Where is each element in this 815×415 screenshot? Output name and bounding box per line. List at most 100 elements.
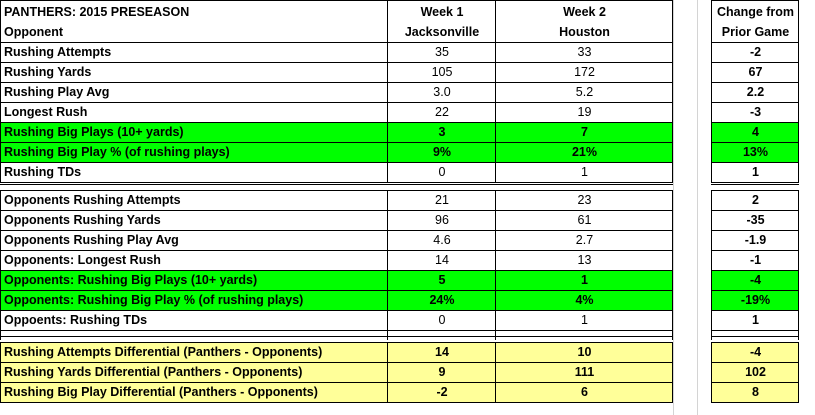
week2-value[interactable]: 2.7 (575, 233, 594, 247)
row-label[interactable]: Rushing Yards Differential (Panthers - O… (0, 362, 388, 382)
row-divider (0, 184, 673, 185)
row-label[interactable]: Rushing Attempts (4, 45, 112, 59)
week1-header[interactable]: Week 1 (420, 5, 464, 19)
week1-value[interactable]: 14 (388, 342, 496, 362)
row-divider (711, 290, 799, 291)
row-label[interactable]: Opponents Rushing Attempts (4, 193, 181, 207)
week1-value[interactable]: 9 (388, 362, 496, 382)
week1-opponent[interactable]: Jacksonville (404, 25, 480, 39)
week2-value[interactable]: 5.2 (575, 85, 594, 99)
change-value[interactable]: 102 (712, 362, 799, 382)
row-label[interactable]: Oppoents: Rushing TDs (4, 313, 148, 327)
week1-value[interactable]: 24% (388, 290, 496, 310)
week2-value[interactable]: 172 (574, 65, 595, 79)
table-row: Opponents: Rushing Big Play % (of rushin… (0, 290, 815, 310)
change-value[interactable]: 8 (712, 382, 799, 402)
week2-value[interactable]: 7 (496, 122, 673, 142)
row-label[interactable]: Rushing Big Plays (10+ yards) (0, 122, 388, 142)
table-row: Rushing Big Plays (10+ yards) 3 7 4 (0, 122, 815, 142)
week2-value[interactable]: 33 (577, 45, 592, 59)
week1-value[interactable]: 3 (388, 122, 496, 142)
change-value[interactable]: 67 (748, 65, 763, 79)
column-divider (798, 190, 799, 340)
week1-value[interactable]: 0 (438, 313, 446, 327)
row-divider (0, 210, 673, 211)
change-value[interactable]: -2 (749, 45, 762, 59)
week2-value[interactable]: 111 (496, 362, 673, 382)
table-row: Rushing Yards 105 172 67 (0, 62, 815, 82)
row-label[interactable]: Opponents: Longest Rush (4, 253, 161, 267)
week2-opponent[interactable]: Houston (559, 25, 610, 39)
table-row: Opponents: Rushing Big Plays (10+ yards)… (0, 270, 815, 290)
week1-value[interactable]: -2 (388, 382, 496, 402)
week1-value[interactable]: 35 (435, 45, 449, 59)
table-row: Rushing Play Avg 3.0 5.2 2.2 (0, 82, 815, 102)
week1-value[interactable]: 22 (435, 105, 449, 119)
week1-value[interactable]: 105 (431, 65, 453, 79)
row-label[interactable]: Opponents Rushing Play Avg (4, 233, 179, 247)
week1-value[interactable]: 9% (388, 142, 496, 162)
row-divider (711, 122, 799, 123)
column-divider (387, 0, 388, 182)
week2-value[interactable]: 1 (581, 165, 588, 179)
week1-value[interactable]: 5 (388, 270, 496, 290)
column-divider (0, 342, 1, 402)
change-header-line2[interactable]: Prior Game (721, 25, 790, 39)
week1-value[interactable]: 14 (435, 253, 449, 267)
week2-value[interactable]: 19 (577, 105, 592, 119)
row-divider (0, 290, 673, 291)
opponent-label[interactable]: Opponent (4, 25, 64, 39)
week2-value[interactable]: 10 (496, 342, 673, 362)
row-label[interactable]: Opponents Rushing Yards (4, 213, 161, 227)
row-divider (0, 190, 673, 191)
week2-value[interactable]: 1 (496, 270, 673, 290)
column-divider (672, 190, 673, 340)
row-label[interactable]: Rushing Yards (4, 65, 92, 79)
change-value[interactable]: -19% (712, 290, 799, 310)
change-value[interactable]: 1 (752, 313, 759, 327)
table-row: Longest Rush 22 19 -3 (0, 102, 815, 122)
week2-value[interactable]: 1 (581, 313, 588, 327)
row-label[interactable]: Rushing Play Avg (4, 85, 110, 99)
change-header-line1[interactable]: Change from (716, 5, 795, 19)
week1-value[interactable]: 4.6 (433, 233, 451, 247)
week1-value[interactable]: 0 (438, 165, 446, 179)
week1-value[interactable]: 21 (435, 193, 449, 207)
change-value[interactable]: 2.2 (746, 85, 765, 99)
sheet-title[interactable]: PANTHERS: 2015 PRESEASON (4, 5, 190, 19)
week2-value[interactable]: 23 (577, 193, 592, 207)
week2-value[interactable]: 6 (496, 382, 673, 402)
table-row: Rushing Big Play Differential (Panthers … (0, 382, 815, 402)
row-divider (0, 102, 673, 103)
row-label[interactable]: Rushing Attempts Differential (Panthers … (0, 342, 388, 362)
change-value[interactable]: -35 (746, 213, 765, 227)
week1-value[interactable]: 3.0 (433, 85, 451, 99)
row-divider (711, 330, 799, 331)
change-value[interactable]: 2 (752, 193, 759, 207)
column-divider (711, 0, 712, 182)
row-label[interactable]: Rushing Big Play Differential (Panthers … (0, 382, 388, 402)
row-divider (0, 250, 673, 251)
row-label[interactable]: Opponents: Rushing Big Play % (of rushin… (0, 290, 388, 310)
week2-value[interactable]: 13 (577, 253, 592, 267)
change-value[interactable]: -1.9 (744, 233, 767, 247)
change-value[interactable]: -1 (749, 253, 762, 267)
change-value[interactable]: -3 (749, 105, 762, 119)
week2-value[interactable]: 4% (496, 290, 673, 310)
table-row: Rushing Attempts 35 33 -2 (0, 42, 815, 62)
row-divider (711, 184, 799, 185)
change-value[interactable]: 4 (712, 122, 799, 142)
week2-header[interactable]: Week 2 (563, 5, 606, 19)
row-label[interactable]: Rushing TDs (4, 165, 82, 179)
row-label[interactable]: Rushing Big Play % (of rushing plays) (0, 142, 388, 162)
week2-value[interactable]: 21% (496, 142, 673, 162)
row-label[interactable]: Opponents: Rushing Big Plays (10+ yards) (0, 270, 388, 290)
change-value[interactable]: 1 (752, 165, 759, 179)
week2-value[interactable]: 61 (577, 213, 592, 227)
change-value[interactable]: -4 (712, 270, 799, 290)
row-divider (0, 402, 673, 403)
change-value[interactable]: 13% (712, 142, 799, 162)
row-label[interactable]: Longest Rush (4, 105, 88, 119)
change-value[interactable]: -4 (712, 342, 799, 362)
week1-value[interactable]: 96 (435, 213, 449, 227)
